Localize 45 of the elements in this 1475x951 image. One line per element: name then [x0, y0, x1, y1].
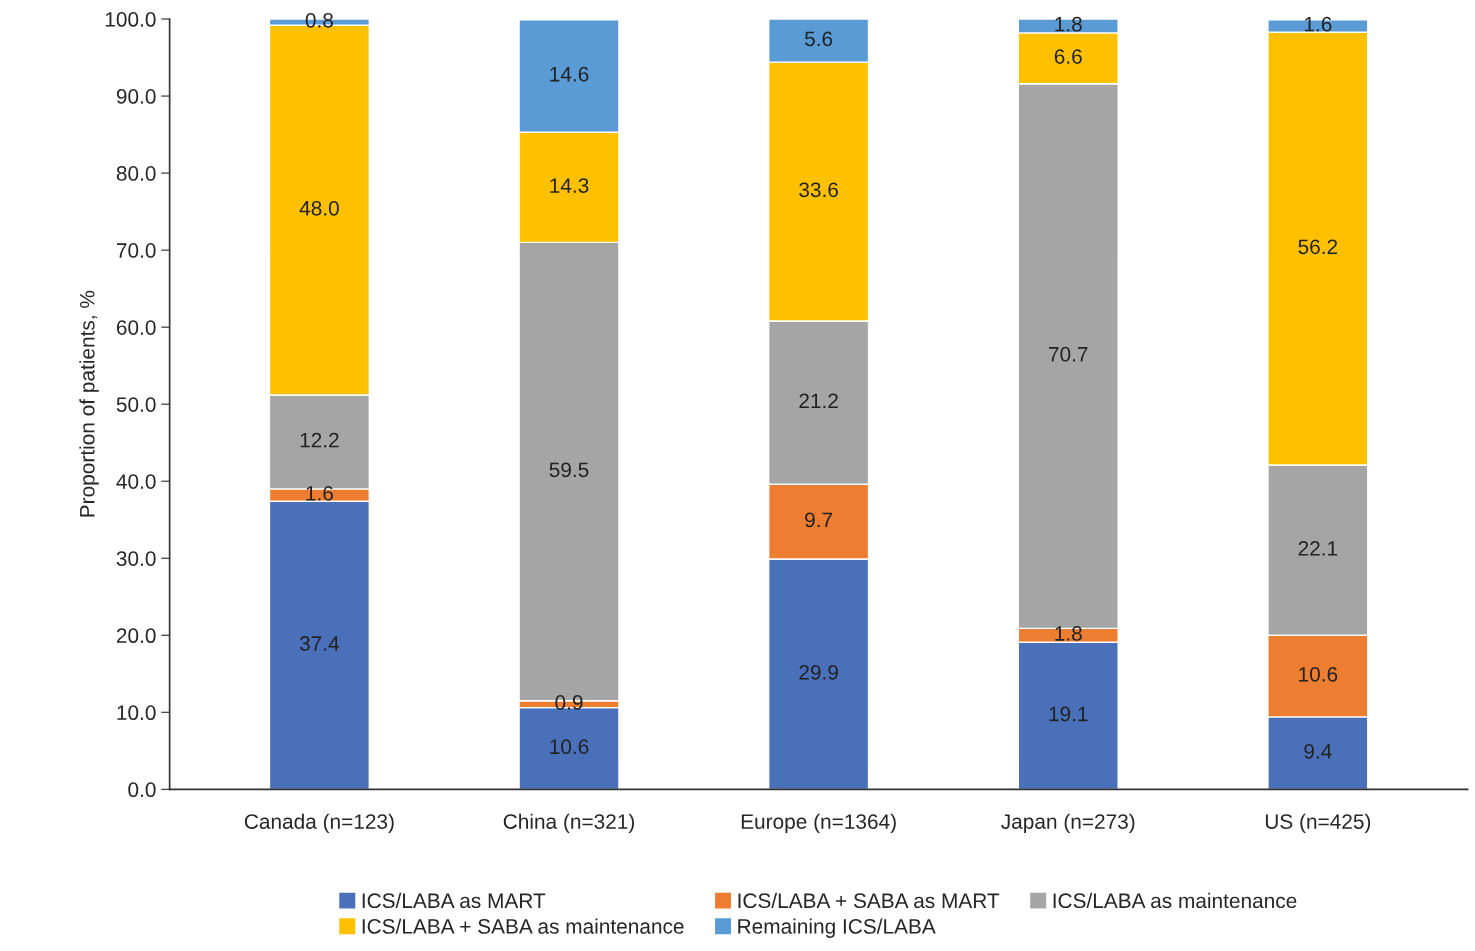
data-label: 6.6	[1054, 49, 1082, 64]
x-tick-label: US (n=425)	[1265, 813, 1371, 834]
y-tick-label: 90.0	[116, 89, 156, 104]
legend-label: Remaining ICS/LABA	[738, 918, 936, 938]
data-label: 59.5	[549, 462, 589, 478]
data-label: 33.6	[799, 182, 838, 198]
y-tick-label: 100.0	[105, 12, 156, 27]
data-label: 70.7	[1049, 346, 1088, 362]
y-tick-label: 10.0	[117, 705, 156, 721]
data-label: 1.6	[1304, 16, 1332, 32]
y-tick-label: 70.0	[116, 243, 156, 258]
data-label: 1.8	[1055, 626, 1082, 641]
x-tick-label: China (n=321)	[503, 813, 635, 834]
data-label: 14.3	[550, 178, 589, 193]
data-label: 10.6	[550, 739, 589, 755]
legend-label: ICS/LABA + SABA as MART	[738, 892, 1000, 909]
y-tick-label: 20.0	[116, 628, 156, 644]
data-label: 56.2	[1298, 239, 1338, 255]
data-label: 9.4	[1304, 743, 1332, 759]
y-tick-label: 60.0	[116, 320, 156, 335]
y-tick-label: 40.0	[116, 474, 156, 489]
data-label: 21.2	[799, 393, 838, 409]
legend-label: ICS/LABA as maintenance	[1053, 892, 1297, 909]
x-tick-label: Europe (n=1364)	[741, 813, 896, 834]
x-tick-label: Canada (n=123)	[244, 813, 394, 834]
data-label: 29.9	[799, 665, 838, 680]
data-label: 10.6	[1299, 666, 1338, 682]
data-label: 12.2	[300, 432, 339, 448]
y-tick-label: 0.0	[128, 782, 156, 798]
data-label: 48.0	[299, 200, 339, 216]
data-label: 5.6	[804, 31, 833, 47]
data-label: 37.4	[299, 636, 340, 651]
y-axis-title: Proportion of patients, %	[79, 290, 99, 517]
data-label: 19.1	[1049, 706, 1088, 722]
y-tick-label: 30.0	[116, 551, 156, 566]
x-tick-label: Japan (n=273)	[1001, 813, 1135, 834]
data-label: 9.7	[805, 512, 833, 528]
data-label: 22.1	[1298, 540, 1338, 556]
legend-label: ICS/LABA + SABA as maintenance	[362, 918, 684, 934]
data-label: 14.6	[550, 66, 589, 82]
data-label: 1.6	[306, 485, 333, 501]
y-tick-label: 50.0	[116, 397, 156, 412]
y-tick-label: 80.0	[116, 166, 156, 181]
legend-label: ICS/LABA as MART	[362, 892, 546, 909]
data-label: 1.8	[1055, 16, 1082, 32]
